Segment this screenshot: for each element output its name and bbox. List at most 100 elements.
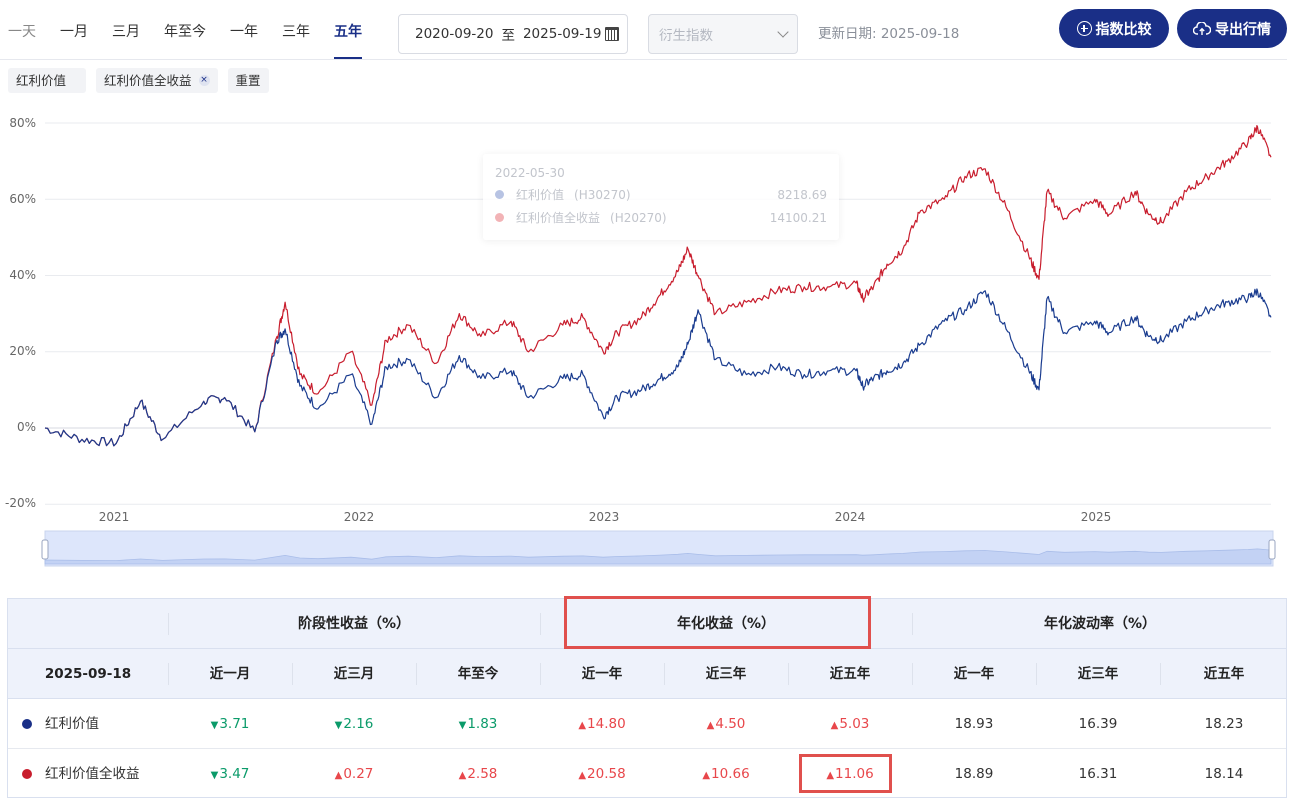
- column-divider: [664, 663, 665, 685]
- tab-3m[interactable]: 三月: [112, 24, 140, 40]
- tab-1m[interactable]: 一月: [60, 24, 88, 40]
- date-range-picker[interactable]: 2020-09-20 至 2025-09-19: [398, 14, 628, 54]
- zoom-handle-left[interactable]: [41, 539, 49, 560]
- plus-circle-icon: [1076, 21, 1092, 36]
- date-separator: 至: [501, 28, 515, 44]
- tooltip-series-value: 8218.69: [777, 187, 827, 202]
- tooltip-series-code: (H30270): [574, 187, 631, 202]
- row-name-label: 红利价值: [45, 716, 99, 732]
- x-tick-label: 2022: [344, 510, 375, 524]
- tab-1d[interactable]: 一天: [8, 24, 36, 40]
- tab-3y[interactable]: 三年: [282, 24, 310, 40]
- close-icon[interactable]: ×: [198, 75, 210, 86]
- arrow-down-icon: ▼: [210, 770, 219, 781]
- column-divider: [912, 613, 913, 635]
- table-cell-value: 4.50: [715, 716, 746, 732]
- date-end: 2025-09-19: [522, 26, 602, 42]
- x-tick-label: 2023: [589, 510, 620, 524]
- row-name: 红利价值: [22, 699, 99, 749]
- tooltip-date: 2022-05-30: [495, 166, 565, 180]
- table-cell: 18.93: [912, 699, 1036, 749]
- col-header: 近三月: [333, 666, 375, 682]
- chip-dividend-value[interactable]: 红利价值: [8, 68, 86, 93]
- performance-table: 阶段性收益（%） 年化收益（%） 年化波动率（%） 2025-09-18 近一月…: [7, 596, 1288, 799]
- derived-index-placeholder: 衍生指数: [659, 28, 713, 44]
- tooltip-row: 红利价值全收益 (H20270) 14100.21: [495, 209, 827, 226]
- export-quotes-button[interactable]: 导出行情: [1177, 9, 1287, 48]
- col-header: 近一年: [953, 666, 995, 682]
- row-name: 红利价值全收益: [22, 749, 140, 799]
- y-tick-label: -20%: [5, 496, 36, 510]
- col-header: 近五年: [1203, 666, 1245, 682]
- x-tick-label: 2025: [1081, 510, 1112, 524]
- group-annualized-volatility: 年化波动率（%）: [1043, 616, 1157, 632]
- table-cell: ▲2.58: [416, 749, 540, 799]
- series-layer: [44, 125, 1272, 447]
- table-cell-value: 10.66: [711, 766, 750, 782]
- arrow-up-icon: ▲: [578, 720, 587, 731]
- tooltip-series-value: 14100.21: [769, 210, 827, 225]
- col-header: 近一月: [209, 666, 251, 682]
- tooltip-series-name: 红利价值全收益: [516, 211, 601, 225]
- y-tick-label: 20%: [9, 344, 36, 358]
- x-tick-label: 2024: [835, 510, 866, 524]
- tab-ytd[interactable]: 年至今: [164, 24, 206, 40]
- arrow-up-icon: ▲: [458, 770, 467, 781]
- reset-button[interactable]: 重置: [227, 68, 269, 93]
- arrow-up-icon: ▲: [826, 770, 835, 781]
- calendar-icon[interactable]: [605, 27, 619, 41]
- top-divider: [0, 59, 1287, 60]
- column-divider: [540, 613, 541, 635]
- table-cell: ▼3.47: [168, 749, 292, 799]
- y-tick-label: 0%: [17, 420, 36, 434]
- table-column-header: 2025-09-18 近一月 近三月 年至今 近一年 近三年 近五年 近一年 近…: [8, 649, 1286, 699]
- x-axis: 2021 2022 2023 2024 2025: [99, 510, 1112, 524]
- table-cell: 18.23: [1160, 699, 1288, 749]
- table-cell: ▼2.16: [292, 699, 416, 749]
- y-tick-label: 80%: [9, 116, 36, 130]
- table-cell: ▲10.66: [664, 749, 788, 799]
- tooltip-series-name: 红利价值: [516, 188, 565, 202]
- col-header: 近三年: [705, 666, 747, 682]
- table-cell: ▼1.83: [416, 699, 540, 749]
- performance-line-chart[interactable]: 80% 60% 40% 20% 0% -20% 2021 2022 2023 2…: [0, 100, 1293, 570]
- table-row: 红利价值 ▼3.71 ▼2.16 ▼1.83 ▲14.80 ▲4.50 ▲5.03 18.9…: [8, 699, 1286, 749]
- col-header: 近三年: [1077, 666, 1119, 682]
- derived-index-select[interactable]: 衍生指数: [648, 14, 798, 54]
- cloud-upload-icon: [1193, 21, 1211, 35]
- table-cell-value: 14.80: [587, 716, 626, 732]
- chip-dividend-value-total-return[interactable]: 红利价值全收益 ×: [96, 68, 218, 93]
- tab-1y[interactable]: 一年: [230, 24, 258, 40]
- tab-5y[interactable]: 五年: [322, 14, 374, 60]
- chart-tooltip: 2022-05-30 红利价值 (H30270) 8218.69 红利价值全收益…: [483, 154, 839, 240]
- table-cell: 18.14: [1160, 749, 1288, 799]
- compare-index-button[interactable]: 指数比较: [1059, 9, 1169, 48]
- table-cell: ▲14.80: [540, 699, 664, 749]
- arrow-up-icon: ▲: [706, 720, 715, 731]
- column-divider: [1036, 663, 1037, 685]
- y-tick-label: 40%: [9, 268, 36, 282]
- compare-index-label: 指数比较: [1095, 21, 1152, 38]
- table-cell-value: 2.16: [343, 716, 374, 732]
- table-cell-value: 16.39: [1078, 716, 1118, 732]
- column-divider: [168, 613, 169, 635]
- tooltip-dot: [495, 213, 504, 222]
- arrow-up-icon: ▲: [578, 770, 587, 781]
- reset-label: 重置: [235, 73, 261, 88]
- zoom-handle-right[interactable]: [1268, 539, 1276, 560]
- table-cell-value: 18.89: [954, 766, 994, 782]
- table-cell: 18.89: [912, 749, 1036, 799]
- table-cell: 16.31: [1036, 749, 1160, 799]
- table-cell-value: 3.71: [219, 716, 250, 732]
- zoom-slider[interactable]: [41, 530, 1276, 567]
- col-header: 年至今: [457, 666, 499, 682]
- table-cell: ▲20.58: [540, 749, 664, 799]
- series-dot: [22, 719, 32, 729]
- table-cell-value: 3.47: [219, 766, 250, 782]
- table-cell-value: 5.03: [839, 716, 870, 732]
- table-cell-value: 0.27: [343, 766, 374, 782]
- tooltip-row: 红利价值 (H30270) 8218.69: [495, 186, 827, 203]
- y-tick-label: 60%: [9, 192, 36, 206]
- chart-grid: [45, 122, 1271, 505]
- series-line-H30270: [44, 288, 1272, 447]
